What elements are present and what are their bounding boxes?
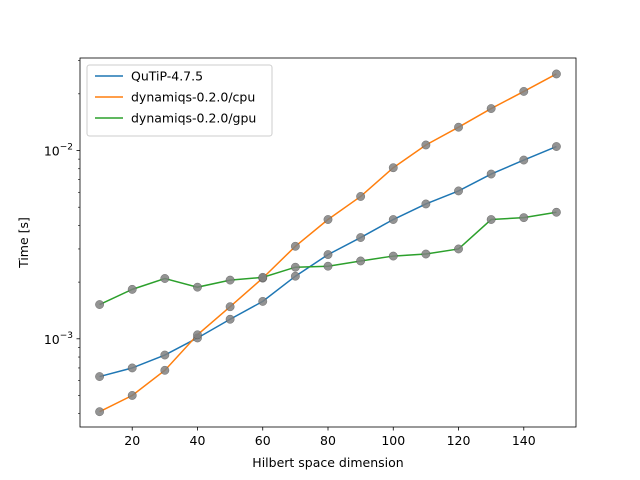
- data-point: [486, 215, 496, 224]
- data-point: [95, 407, 105, 417]
- legend-label: dynamiqs-0.2.0/gpu: [131, 111, 256, 126]
- data-point: [225, 302, 235, 312]
- data-point: [160, 365, 170, 375]
- y-tick-label: 10−2: [44, 143, 73, 159]
- y-axis: 10−3 10−2: [44, 60, 80, 415]
- plot-marks: [95, 69, 561, 417]
- data-point: [519, 155, 529, 165]
- data-point: [323, 250, 333, 260]
- x-tick-label: 80: [320, 433, 336, 448]
- data-point: [193, 282, 202, 292]
- data-point: [193, 330, 202, 340]
- x-tick-label: 140: [512, 433, 536, 448]
- data-point: [551, 142, 561, 151]
- y-axis-label: Time [s]: [16, 217, 31, 269]
- data-point: [160, 274, 170, 283]
- data-point: [290, 271, 300, 281]
- x-tick-label: 120: [447, 433, 471, 448]
- data-point: [258, 272, 268, 282]
- data-point: [323, 215, 333, 224]
- data-point: [388, 163, 398, 173]
- data-point: [421, 199, 431, 209]
- series-line-0: [99, 145, 557, 378]
- x-axis-label: Hilbert space dimension: [252, 455, 403, 470]
- data-point: [127, 284, 137, 294]
- data-point: [454, 122, 463, 132]
- data-point: [551, 207, 561, 217]
- x-tick-label: 100: [381, 433, 405, 448]
- data-point: [519, 213, 529, 223]
- legend-box: [86, 64, 273, 137]
- data-point: [127, 363, 137, 373]
- data-point: [160, 350, 170, 360]
- legend-label: QuTiP-4.7.5: [131, 69, 203, 84]
- y-tick-label: 10−3: [44, 331, 73, 347]
- data-point: [486, 104, 496, 114]
- data-point: [95, 300, 105, 309]
- data-point: [225, 314, 235, 324]
- data-point: [454, 186, 463, 196]
- x-tick-label: 60: [255, 433, 271, 448]
- data-point: [519, 86, 529, 96]
- data-point: [454, 244, 463, 254]
- data-point: [486, 169, 496, 179]
- data-point: [551, 69, 561, 79]
- data-point: [323, 261, 333, 271]
- data-point: [356, 233, 366, 242]
- data-point: [388, 215, 398, 224]
- legend: QuTiP-4.7.5 dynamiqs-0.2.0/cpu dynamiqs-0.…: [86, 64, 273, 137]
- data-point: [356, 256, 366, 266]
- data-point: [95, 372, 105, 382]
- data-point: [356, 192, 366, 201]
- data-point: [421, 140, 431, 150]
- x-axis: 20 40 60 80 100 120 140: [124, 427, 536, 448]
- data-point: [127, 391, 137, 400]
- legend-label: dynamiqs-0.2.0/cpu: [131, 90, 255, 105]
- x-tick-label: 20: [124, 433, 140, 448]
- data-point: [225, 275, 235, 285]
- data-point: [290, 262, 300, 272]
- data-point: [258, 296, 268, 306]
- x-tick-label: 40: [190, 433, 206, 448]
- data-point: [421, 249, 431, 259]
- data-point: [388, 251, 398, 261]
- data-point: [290, 241, 300, 251]
